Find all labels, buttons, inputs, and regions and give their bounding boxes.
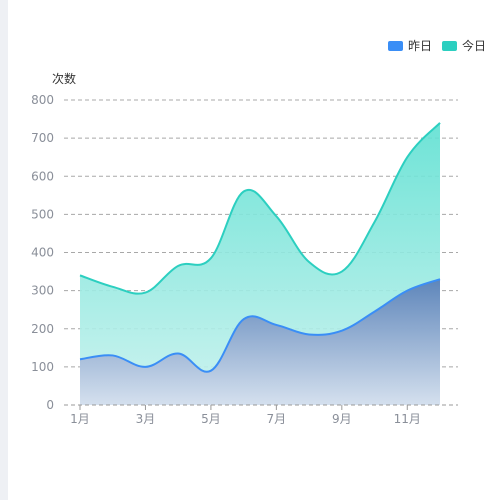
y-tick-label: 0 [46, 398, 54, 412]
y-tick-label: 500 [31, 207, 54, 221]
x-tick-label: 7月 [267, 412, 287, 426]
axes: 0 100 200 300 400 500 600 700 800 1月 3月 5月 7月 9月 11月 [31, 93, 458, 426]
x-tick-label: 1月 [70, 412, 90, 426]
left-edge-strip [0, 0, 8, 500]
x-tick-label: 5月 [201, 412, 221, 426]
y-tick-label: 300 [31, 284, 54, 298]
legend-label-yesterday: 昨日 [407, 39, 432, 53]
legend-label-today: 今日 [461, 39, 486, 53]
legend-item-yesterday[interactable]: 昨日 [387, 37, 432, 54]
x-tick-label: 3月 [136, 412, 156, 426]
legend-item-today[interactable]: 今日 [441, 37, 486, 54]
y-tick-label: 700 [31, 131, 54, 145]
series-line-today [79, 122, 441, 295]
area-fill-yesterday [80, 279, 440, 405]
series-line-yesterday [79, 278, 441, 373]
chart-legend: 昨日 今日 [387, 37, 486, 54]
y-tick-label: 800 [31, 93, 54, 107]
y-tick-label: 100 [31, 360, 54, 374]
y-tick-label: 400 [31, 246, 54, 260]
y-axis-label: 次数 [52, 72, 77, 86]
y-tick-label: 600 [31, 169, 54, 183]
x-tick-label: 9月 [332, 412, 352, 426]
legend-swatch-yesterday [387, 40, 403, 51]
y-tick-label: 200 [31, 322, 54, 336]
x-tick-label: 11月 [394, 412, 421, 426]
legend-swatch-today [441, 40, 457, 51]
series-areas [79, 122, 441, 405]
